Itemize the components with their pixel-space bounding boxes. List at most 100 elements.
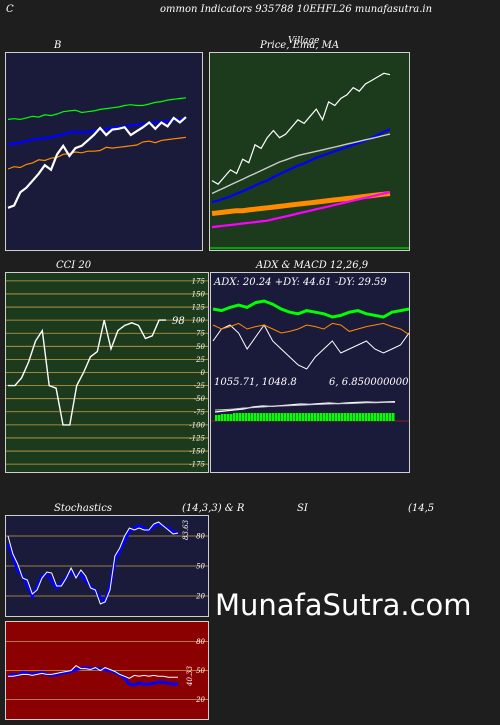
macd-histogram-bar bbox=[281, 413, 284, 421]
stoch-chart: 80 50 20 83.63 bbox=[6, 519, 208, 605]
macd-histogram-bar bbox=[326, 413, 329, 421]
cci-panel: 175 150 125 100 75 50 25 0 -25 -50 -75 -100 -125 -150… bbox=[5, 272, 209, 473]
macd-histogram-bar bbox=[215, 415, 218, 421]
macd-histogram-bar bbox=[284, 413, 287, 421]
stoch-last-value: 83.63 bbox=[182, 519, 190, 540]
macd-histogram-bar bbox=[221, 414, 224, 421]
macd-histogram-bar bbox=[233, 413, 236, 421]
macd-histogram-bar bbox=[293, 413, 296, 421]
stoch-title-mid: (14,3,3) & R bbox=[182, 503, 245, 514]
macd-histogram-bar bbox=[254, 413, 257, 421]
bollinger-panel bbox=[5, 52, 203, 251]
price-line bbox=[211, 72, 391, 185]
stoch-title-mid2: SI bbox=[297, 503, 308, 514]
cci-tick-label: 50 bbox=[196, 343, 205, 351]
cci-tick-label: -100 bbox=[189, 421, 205, 429]
macd-histogram-bar bbox=[380, 413, 383, 421]
cci-chart: 175 150 125 100 75 50 25 0 -25 -50 -75 -100 -125 -150… bbox=[6, 277, 208, 469]
ema-line bbox=[211, 128, 391, 204]
bollinger-title: B bbox=[54, 40, 62, 51]
bb-upper-line bbox=[7, 97, 187, 121]
macd-histogram-bar bbox=[341, 413, 344, 421]
macd-signal-line bbox=[214, 401, 395, 411]
macd-histogram-bar bbox=[374, 413, 377, 421]
cci-tick-label: 175 bbox=[192, 277, 206, 285]
macd-histogram-bar bbox=[392, 413, 395, 421]
adx-macd-title: ADX & MACD 12,26,9 bbox=[256, 260, 369, 271]
rsi-tick-label: 80 bbox=[196, 638, 205, 646]
macd-histogram-bar bbox=[320, 413, 323, 421]
macd-histogram-bar bbox=[308, 413, 311, 421]
macd-line bbox=[214, 401, 396, 413]
plus-dy-line bbox=[212, 324, 409, 370]
macd-histogram-bar bbox=[218, 415, 221, 421]
macd-histogram-bar bbox=[317, 413, 320, 421]
macd-histogram-bar bbox=[353, 413, 356, 421]
macd-histogram-bar bbox=[272, 413, 275, 421]
bb-lower-line bbox=[7, 136, 187, 170]
macd-histogram-bar bbox=[371, 413, 374, 421]
macd-histogram-bar bbox=[314, 413, 317, 421]
macd-histogram-bar bbox=[359, 413, 362, 421]
macd-histogram-bar bbox=[335, 413, 338, 421]
price-title-overlay: Village bbox=[288, 36, 320, 46]
macd-histogram-bar bbox=[350, 413, 353, 421]
macd-histogram-bar bbox=[311, 413, 314, 421]
adx-label: ADX: 20.24 +DY: 44.61 -DY: 29.59 bbox=[213, 277, 387, 288]
stoch-title-right: (14,5 bbox=[408, 503, 435, 514]
rsi-signal-line bbox=[8, 664, 178, 679]
macd-histogram-bar bbox=[263, 413, 266, 421]
cci-line bbox=[8, 319, 166, 426]
stoch-d-line bbox=[7, 521, 179, 605]
adx-macd-chart: ADX: 20.24 +DY: 44.61 -DY: 29.59 1055.71,… bbox=[211, 277, 409, 422]
cci-last-value: 98 bbox=[172, 316, 185, 327]
watermark: MunafaSutra.com bbox=[215, 588, 472, 622]
cci-tick-label: 100 bbox=[192, 317, 206, 325]
macd-histogram-bar bbox=[368, 413, 371, 421]
macd-histogram-bar bbox=[260, 413, 263, 421]
macd-histogram-bar bbox=[251, 413, 254, 421]
stoch-title-left: Stochastics bbox=[54, 503, 112, 514]
header-letter: C bbox=[6, 4, 14, 15]
macd-histogram-bar bbox=[338, 413, 341, 421]
macd-label-left: 1055.71, 1048.8 bbox=[214, 377, 297, 388]
macd-histogram-bar bbox=[224, 414, 227, 421]
price-panel bbox=[209, 52, 410, 251]
rsi-tick-label: 20 bbox=[195, 696, 205, 704]
macd-histogram-bar bbox=[266, 413, 269, 421]
price-chart bbox=[210, 72, 409, 249]
macd-histogram-bar bbox=[236, 413, 239, 421]
cci-tick-label: -150 bbox=[189, 448, 205, 456]
macd-histogram-bar bbox=[245, 413, 248, 421]
macd-histogram-bar bbox=[356, 413, 359, 421]
cci-tick-label: 125 bbox=[192, 304, 206, 312]
macd-histogram-bar bbox=[377, 413, 380, 421]
cci-tick-label: -125 bbox=[189, 434, 205, 442]
cci-tick-label: -50 bbox=[194, 395, 206, 403]
cci-tick-label: 0 bbox=[201, 369, 206, 377]
ma-long-band bbox=[211, 191, 391, 216]
macd-histogram-bar bbox=[362, 413, 365, 421]
macd-histogram-bar bbox=[269, 413, 272, 421]
macd-histogram-bar bbox=[305, 413, 308, 421]
macd-histogram-bar bbox=[296, 413, 299, 421]
macd-histogram-bar bbox=[302, 413, 305, 421]
macd-histogram-bar bbox=[239, 413, 242, 421]
macd-histogram-bar bbox=[248, 413, 251, 421]
macd-histogram-bar bbox=[329, 413, 332, 421]
stoch-tick-label: 50 bbox=[196, 563, 205, 571]
cci-tick-label: 150 bbox=[192, 290, 206, 298]
adx-line bbox=[212, 299, 409, 319]
minus-dy-line bbox=[212, 322, 409, 336]
macd-histogram-bar bbox=[242, 413, 245, 421]
cci-title: CCI 20 bbox=[56, 260, 92, 271]
macd-histogram-bar bbox=[275, 413, 278, 421]
price-title: Price, Ema, MA bbox=[260, 40, 340, 51]
macd-histogram-bar bbox=[344, 413, 347, 421]
cci-tick-label: -175 bbox=[189, 461, 205, 469]
rsi-panel: 80 50 20 40.33 bbox=[5, 621, 209, 720]
stoch-tick-label: 20 bbox=[195, 593, 205, 601]
rsi-chart: 80 50 20 40.33 bbox=[6, 638, 208, 704]
macd-histogram-bar bbox=[230, 414, 233, 421]
